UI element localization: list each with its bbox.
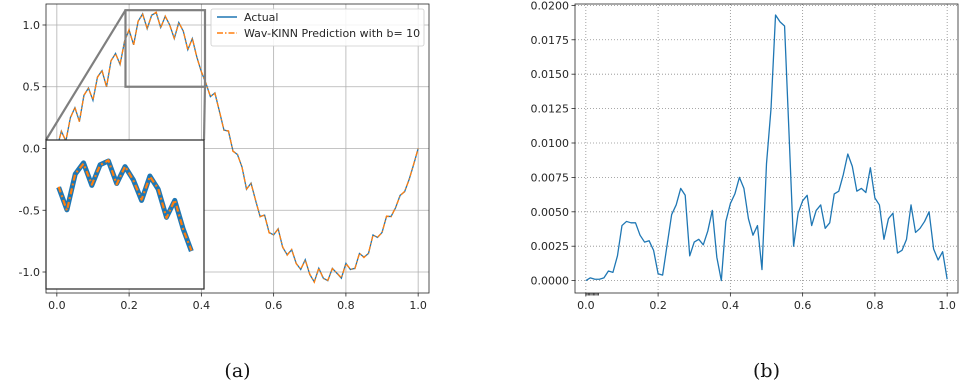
legend-label-prediction: Wav-KINN Prediction with b= 10: [244, 27, 420, 40]
chart-b-grid: [575, 4, 958, 293]
chart-a-caption: (a): [224, 360, 250, 382]
chart-b-xtick-label: 0.6: [794, 299, 812, 312]
chart-a-xtick-label: 0.2: [120, 299, 138, 312]
chart-b: 0.0 0.2 0.4 0.6 0.8 1.0 0.0000 0.0025 0.0050 0.00…: [531, 0, 959, 382]
chart-a-series: [56, 11, 419, 284]
chart-b-plot-frame: [574, 3, 959, 294]
series-prediction-line: [56, 11, 419, 284]
chart-a-legend: Actual Wav-KINN Prediction with b= 10: [210, 8, 425, 47]
chart-a-zoom-connector: [202, 86, 207, 141]
chart-b-ticks: 0.0 0.2 0.4 0.6 0.8 1.0 0.0000 0.0025 0.0050 0.00…: [531, 0, 956, 312]
chart-b-ytick-label: 0.0050: [531, 206, 570, 219]
chart-a-xtick-label: 0.0: [48, 299, 66, 312]
chart-a: 0.0 0.2 0.4 0.6 0.8 1.0 -1.0 -0.5 0.0 0.5 1.0 Actu…: [19, 3, 430, 382]
chart-a-zoom-connector: [45, 9, 127, 141]
chart-a-ticks: 0.0 0.2 0.4 0.6 0.8 1.0 -1.0 -0.5 0.0 0.5 1.0: [19, 19, 427, 312]
chart-a-plot-frame: [45, 3, 430, 294]
chart-a-zoom: [45, 9, 207, 290]
chart-a-ytick-label: -0.5: [19, 204, 40, 217]
chart-a-ytick-label: 0.5: [23, 81, 41, 94]
chart-b-ytick-label: 0.0200: [531, 0, 570, 12]
chart-a-ytick-label: -1.0: [19, 266, 40, 279]
chart-b-series: [585, 14, 948, 282]
series-error-line: [585, 14, 948, 282]
chart-b-caption: (b): [753, 360, 780, 382]
chart-a-zoom-rect: [124, 9, 207, 88]
chart-a-ytick-label: 1.0: [23, 19, 41, 32]
chart-b-xtick-label: 0.2: [649, 299, 667, 312]
chart-b-ytick-label: 0.0025: [531, 240, 570, 253]
chart-a-xtick-label: 0.4: [193, 299, 211, 312]
chart-a-ytick-label: 0.0: [23, 143, 41, 156]
chart-a-legend-box: [210, 8, 425, 47]
chart-a-xtick-label: 1.0: [409, 299, 427, 312]
chart-b-xtick-label: 0.0: [577, 299, 595, 312]
chart-b-ytick-label: 0.0075: [531, 171, 570, 184]
chart-b-xtick-label: 1.0: [938, 299, 956, 312]
chart-b-xtick-label: 0.8: [866, 299, 884, 312]
chart-b-xtick-label: 0.4: [722, 299, 740, 312]
chart-b-ytick-label: 0.0150: [531, 68, 570, 81]
inset-prediction-line: [57, 159, 193, 251]
chart-a-xtick-label: 0.6: [265, 299, 283, 312]
chart-b-ytick-label: 0.0125: [531, 103, 570, 116]
chart-a-xtick-label: 0.8: [337, 299, 355, 312]
chart-b-ytick-label: 0.0000: [531, 275, 570, 288]
chart-b-ytick-label: 0.0100: [531, 137, 570, 150]
legend-label-actual: Actual: [244, 11, 278, 24]
chart-b-ytick-label: 0.0175: [531, 34, 570, 47]
